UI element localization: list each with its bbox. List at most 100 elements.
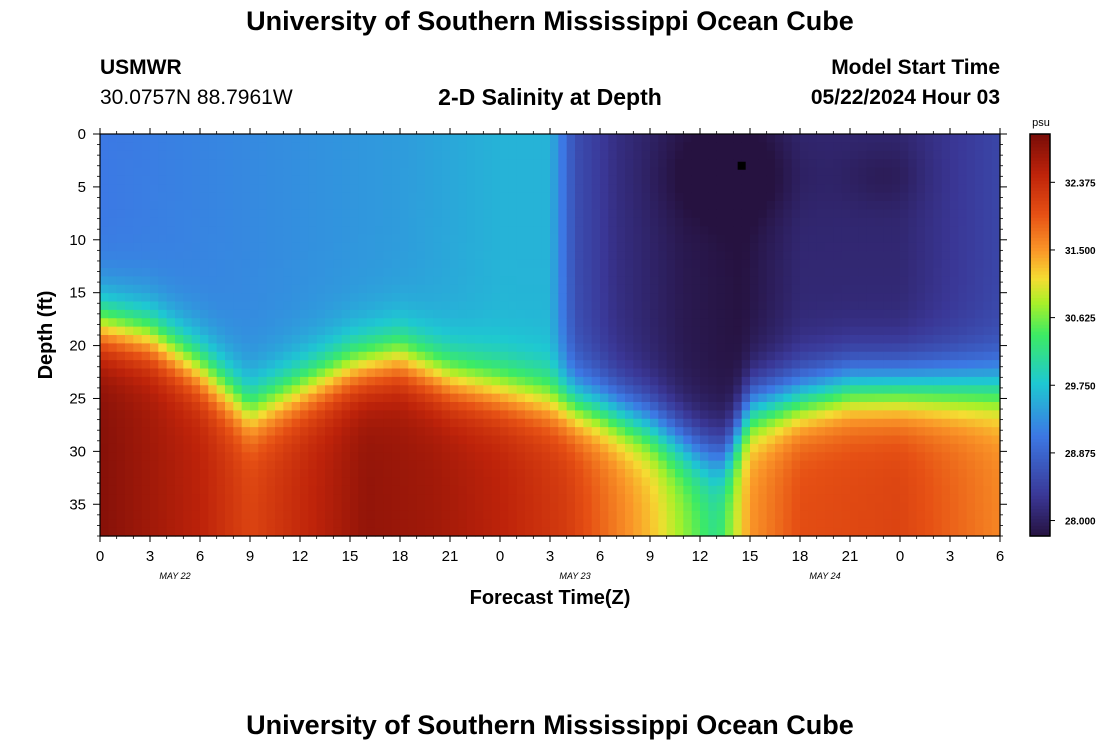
- heatmap-cell: [341, 284, 351, 294]
- heatmap-cell: [275, 427, 284, 437]
- heatmap-cell: [641, 469, 651, 478]
- heatmap-cell: [875, 502, 884, 512]
- heatmap-cell: [691, 184, 701, 194]
- heatmap-cell: [950, 268, 959, 277]
- heatmap-cell: [641, 402, 651, 411]
- heatmap-cell: [533, 376, 543, 386]
- heatmap-cell: [791, 142, 801, 152]
- heatmap-cell: [833, 217, 843, 227]
- heatmap-cell: [516, 427, 526, 437]
- heatmap-cell: [608, 477, 618, 487]
- heatmap-cell: [166, 209, 176, 219]
- heatmap-cell: [700, 284, 709, 294]
- heatmap-cell: [416, 159, 426, 169]
- heatmap-cell: [258, 184, 268, 194]
- heatmap-cell: [166, 351, 176, 361]
- heatmap-cell: [300, 318, 309, 328]
- heatmap-cell: [333, 477, 343, 487]
- heatmap-cell: [758, 134, 768, 143]
- heatmap-cell: [516, 251, 526, 261]
- heatmap-cell: [525, 477, 534, 487]
- heatmap-cell: [691, 234, 701, 244]
- heatmap-cell: [158, 519, 168, 529]
- heatmap-cell: [141, 452, 151, 462]
- heatmap-cell: [900, 510, 909, 520]
- heatmap-cell: [683, 217, 693, 227]
- heatmap-cell: [608, 284, 618, 294]
- heatmap-cell: [341, 443, 351, 453]
- heatmap-cell: [100, 159, 109, 169]
- heatmap-cell: [416, 268, 426, 277]
- heatmap-cell: [141, 175, 151, 185]
- heatmap-cell: [100, 192, 109, 202]
- heatmap-cell: [583, 527, 593, 537]
- heatmap-cell: [708, 192, 718, 202]
- heatmap-cell: [150, 234, 159, 244]
- heatmap-cell: [283, 251, 293, 261]
- heatmap-cell: [233, 301, 243, 311]
- heatmap-cell: [141, 510, 151, 520]
- heatmap-cell: [125, 460, 134, 470]
- heatmap-cell: [625, 251, 634, 261]
- heatmap-cell: [308, 184, 318, 194]
- heatmap-cell: [500, 192, 509, 202]
- heatmap-cell: [416, 192, 426, 202]
- heatmap-cell: [891, 276, 901, 286]
- heatmap-cell: [866, 335, 876, 344]
- heatmap-cell: [208, 201, 218, 210]
- heatmap-cell: [283, 351, 293, 361]
- heatmap-cell: [350, 201, 359, 210]
- heatmap-cell: [525, 217, 534, 227]
- heatmap-cell: [541, 485, 551, 495]
- heatmap-cell: [216, 335, 226, 344]
- heatmap-cell: [458, 251, 468, 261]
- heatmap-cell: [133, 435, 143, 445]
- heatmap-cell: [666, 201, 676, 210]
- heatmap-cell: [300, 242, 309, 252]
- heatmap-cell: [191, 477, 201, 487]
- heatmap-cell: [391, 435, 401, 445]
- heatmap-cell: [775, 318, 784, 328]
- heatmap-cell: [458, 494, 468, 504]
- heatmap-cell: [816, 527, 826, 537]
- heatmap-cell: [300, 251, 309, 261]
- heatmap-cell: [641, 527, 651, 537]
- heatmap-cell: [258, 268, 268, 277]
- heatmap-cell: [766, 360, 776, 370]
- heatmap-cell: [916, 309, 926, 319]
- heatmap-cell: [366, 217, 376, 227]
- heatmap-cell: [483, 150, 493, 160]
- heatmap-cell: [141, 360, 151, 370]
- heatmap-cell: [508, 192, 518, 202]
- heatmap-cell: [691, 192, 701, 202]
- heatmap-cell: [208, 134, 218, 143]
- heatmap-cell: [925, 234, 934, 244]
- heatmap-cell: [508, 502, 518, 512]
- heatmap-cell: [475, 502, 484, 512]
- heatmap-cell: [216, 418, 226, 428]
- heatmap-cell: [858, 134, 868, 143]
- heatmap-cell: [241, 234, 251, 244]
- heatmap-cell: [691, 134, 701, 143]
- heatmap-cell: [833, 209, 843, 219]
- heatmap-cell: [525, 184, 534, 194]
- heatmap-cell: [825, 335, 834, 344]
- heatmap-cell: [358, 443, 368, 453]
- heatmap-cell: [550, 510, 559, 520]
- heatmap-cell: [508, 251, 518, 261]
- heatmap-cell: [100, 335, 109, 344]
- heatmap-cell: [883, 435, 893, 445]
- heatmap-cell: [125, 167, 134, 177]
- heatmap-cell: [575, 192, 584, 202]
- heatmap-cell: [950, 335, 959, 344]
- heatmap-cell: [166, 234, 176, 244]
- heatmap-cell: [900, 527, 909, 537]
- heatmap-cell: [791, 460, 801, 470]
- heatmap-cell: [425, 427, 434, 437]
- heatmap-cell: [958, 167, 968, 177]
- heatmap-cell: [758, 443, 768, 453]
- heatmap-cell: [958, 418, 968, 428]
- heatmap-cell: [433, 360, 443, 370]
- heatmap-cell: [466, 393, 476, 403]
- heatmap-cell: [700, 435, 709, 445]
